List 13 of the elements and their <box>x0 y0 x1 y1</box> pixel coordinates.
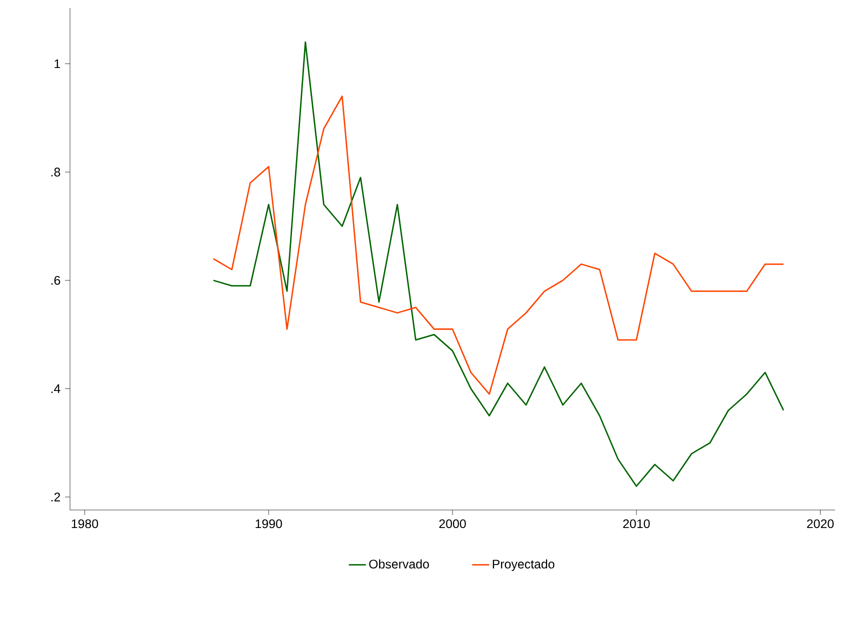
x-tick-label: 2010 <box>623 519 650 528</box>
x-tick-label: 1980 <box>72 519 98 528</box>
x-tick-label: 2000 <box>439 519 466 528</box>
legend-label: Proyectado <box>492 559 554 571</box>
y-tick-label: 1 <box>54 59 60 68</box>
x-tick-label: 2020 <box>807 519 834 528</box>
y-tick-label: .2 <box>51 492 60 502</box>
legend-label: Observado <box>369 559 429 569</box>
y-tick-label: .8 <box>51 168 60 176</box>
x-tick-label: 1990 <box>256 519 282 528</box>
y-tick-label: .6 <box>51 276 60 285</box>
line-series <box>212 41 784 487</box>
y-tick-label: .4 <box>51 384 60 393</box>
